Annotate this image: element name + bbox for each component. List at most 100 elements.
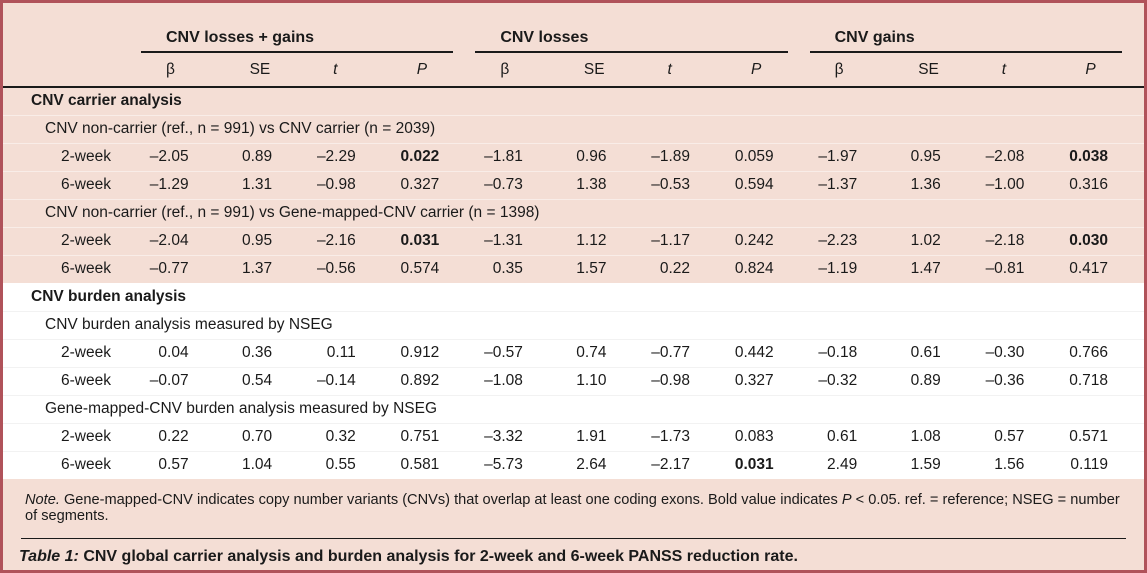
value-cell: 0.316 (1060, 170, 1144, 199)
row-label: 2-week (3, 422, 141, 451)
value-cell: 0.892 (391, 366, 476, 395)
value-cell: –0.81 (976, 254, 1061, 283)
stat-header-row: β SE t P β SE t P β SE t P (3, 53, 1144, 88)
subsection-title: CNV burden analysis measured by NSEG (3, 310, 1144, 339)
header-se: SE (893, 53, 977, 88)
subsection-header-row: CNV burden analysis measured by NSEG (3, 310, 1144, 339)
value-cell: 0.89 (893, 366, 977, 395)
value-cell: –1.31 (475, 226, 559, 255)
header-t: t (642, 53, 727, 88)
value-cell: 1.02 (893, 226, 977, 255)
value-cell: 1.37 (224, 254, 309, 283)
value-cell: 1.10 (558, 366, 643, 395)
row-label: 2-week (3, 142, 141, 171)
value-cell: 1.08 (893, 422, 977, 451)
value-cell: 0.96 (558, 142, 643, 171)
header-beta: β (141, 53, 225, 88)
value-cell: 0.89 (224, 142, 309, 171)
value-cell: –0.36 (976, 366, 1061, 395)
table-row: 6-week –0.77 1.37 –0.56 0.574 0.35 1.57 … (3, 254, 1144, 283)
value-cell: –2.17 (642, 450, 727, 479)
value-cell: –2.04 (141, 226, 225, 255)
value-cell: 0.083 (726, 422, 810, 451)
value-cell: 0.35 (475, 254, 559, 283)
value-cell: –1.08 (475, 366, 559, 395)
value-cell: –0.98 (642, 366, 727, 395)
value-cell: 0.718 (1060, 366, 1144, 395)
section-header-row: CNV carrier analysis (3, 87, 1144, 115)
value-cell: 0.74 (558, 338, 643, 367)
section-title: CNV burden analysis (3, 283, 1144, 311)
value-cell: 1.04 (224, 450, 309, 479)
header-se: SE (224, 53, 309, 88)
value-cell: 0.61 (893, 338, 977, 367)
value-cell: 1.59 (893, 450, 977, 479)
value-cell: –0.14 (308, 366, 392, 395)
value-cell: –0.32 (809, 366, 894, 395)
value-cell: 0.36 (224, 338, 309, 367)
value-cell: 1.91 (558, 422, 643, 451)
subsection-header-row: CNV non-carrier (ref., n = 991) vs CNV c… (3, 114, 1144, 143)
value-cell: 2.64 (558, 450, 643, 479)
value-cell: 1.56 (976, 450, 1061, 479)
caption-text: CNV global carrier analysis and burden a… (78, 548, 798, 565)
group-header-losses: CNV losses (475, 3, 809, 53)
group-header-gains: CNV gains (809, 3, 1144, 53)
header-t: t (976, 53, 1061, 88)
note-prefix: Note. (25, 492, 60, 508)
header-t: t (308, 53, 392, 88)
table-row: 6-week –0.07 0.54 –0.14 0.892 –1.08 1.10… (3, 366, 1144, 395)
value-cell-significant: 0.030 (1060, 226, 1144, 255)
value-cell: 0.22 (642, 254, 727, 283)
group-header-losses-gains: CNV losses + gains (141, 3, 475, 53)
value-cell: –2.16 (308, 226, 392, 255)
section-title: CNV carrier analysis (31, 92, 182, 110)
table-row: 2-week 0.04 0.36 0.11 0.912 –0.57 0.74 –… (3, 338, 1144, 367)
row-label: 2-week (3, 338, 141, 367)
value-cell-significant: 0.022 (391, 142, 476, 171)
value-cell: 0.327 (391, 170, 476, 199)
value-cell: –1.37 (809, 170, 894, 199)
value-cell: –2.18 (976, 226, 1061, 255)
subsection-title: CNV non-carrier (ref., n = 991) vs CNV c… (3, 114, 1144, 143)
caption-divider (21, 538, 1126, 539)
table-row: 2-week –2.05 0.89 –2.29 0.022 –1.81 0.96… (3, 142, 1144, 171)
subsection-title: Gene-mapped-CNV burden analysis measured… (3, 394, 1144, 423)
subsection-title: CNV non-carrier (ref., n = 991) vs Gene-… (3, 198, 1144, 227)
table-row: 6-week 0.57 1.04 0.55 0.581 –5.73 2.64 –… (3, 450, 1144, 479)
row-label: 6-week (3, 366, 141, 395)
value-cell: 1.12 (558, 226, 643, 255)
header-beta: β (475, 53, 559, 88)
value-cell: –0.98 (308, 170, 392, 199)
value-cell: 1.38 (558, 170, 643, 199)
note-p-symbol: P (841, 492, 852, 508)
value-cell: 0.55 (308, 450, 392, 479)
value-cell: 0.70 (224, 422, 309, 451)
value-cell: 1.36 (893, 170, 977, 199)
note-text: Gene-mapped-CNV indicates copy number va… (59, 492, 842, 508)
value-cell: –2.29 (308, 142, 392, 171)
value-cell: –1.73 (642, 422, 727, 451)
header-p: P (391, 53, 476, 88)
value-cell: –0.77 (642, 338, 727, 367)
value-cell: –1.89 (642, 142, 727, 171)
value-cell: –0.18 (809, 338, 894, 367)
value-cell: 0.54 (224, 366, 309, 395)
value-cell: 0.242 (726, 226, 810, 255)
header-p: P (1060, 53, 1144, 88)
cnv-analysis-table: CNV losses + gains CNV losses CNV gains … (3, 3, 1144, 479)
value-cell: 0.766 (1060, 338, 1144, 367)
value-cell: 0.11 (308, 338, 392, 367)
value-cell: 0.22 (141, 422, 225, 451)
table-row: 2-week 0.22 0.70 0.32 0.751 –3.32 1.91 –… (3, 422, 1144, 451)
value-cell: 2.49 (809, 450, 894, 479)
value-cell: –0.53 (642, 170, 727, 199)
header-p: P (726, 53, 810, 88)
value-cell: –1.97 (809, 142, 894, 171)
value-cell: 0.912 (391, 338, 476, 367)
value-cell: 0.32 (308, 422, 392, 451)
column-group-header-row: CNV losses + gains CNV losses CNV gains (3, 3, 1144, 88)
row-label: 6-week (3, 450, 141, 479)
table-row: 6-week –1.29 1.31 –0.98 0.327 –0.73 1.38… (3, 170, 1144, 199)
